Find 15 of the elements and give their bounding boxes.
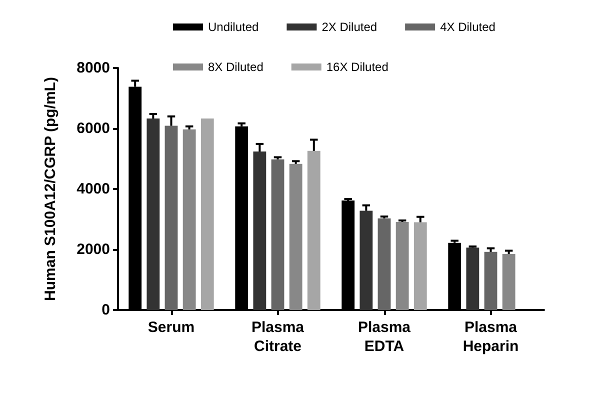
y-tick-label: 2000 <box>76 241 110 258</box>
legend-label: 2X Diluted <box>322 20 378 34</box>
x-tick-label: Plasma EDTA <box>358 319 412 355</box>
x-tick-label: Serum <box>148 319 195 336</box>
y-tick-label: 8000 <box>76 60 110 76</box>
y-tick-label: 6000 <box>76 120 110 137</box>
y-tick-label: 0 <box>102 302 110 318</box>
y-tick-label: 4000 <box>76 180 110 198</box>
x-tick-label: Plasma Citrate <box>251 319 305 355</box>
legend-label: 16X Diluted <box>326 60 388 74</box>
legend-label: Undiluted <box>208 20 259 34</box>
legend-label: 8X Diluted <box>208 60 264 74</box>
legend-label: 4X Diluted <box>440 20 496 34</box>
x-tick-label: Plasma Heparin <box>462 319 519 355</box>
y-axis-title: Human S100A12/CGRP (pg/mL) <box>42 77 59 301</box>
